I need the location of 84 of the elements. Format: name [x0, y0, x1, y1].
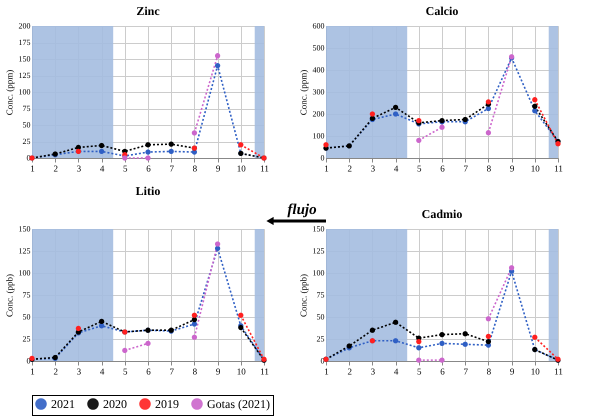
- x-tick-label: 2: [347, 164, 352, 174]
- x-tick-label: 9: [216, 164, 221, 174]
- x-tick-label: 1: [30, 366, 35, 376]
- x-tick-label: 11: [554, 366, 563, 376]
- x-tick-label: 3: [370, 366, 376, 376]
- y-tick-label: 75: [22, 104, 30, 113]
- x-tick-label: 7: [169, 366, 174, 376]
- x-tick-label: 11: [260, 366, 269, 376]
- x-tick-label: 3: [370, 164, 376, 174]
- y-tick-label: 125: [312, 246, 324, 256]
- x-tick-label: 7: [463, 164, 468, 174]
- y-tick-label: 25: [22, 137, 30, 146]
- x-tick-label: 11: [554, 164, 563, 174]
- x-tick-label: 5: [123, 164, 128, 174]
- legend-label: 2020: [103, 397, 127, 411]
- x-tick-label: 4: [100, 366, 105, 376]
- x-tick-label: 10: [236, 366, 246, 376]
- x-tick-label: 5: [417, 164, 422, 174]
- y-tick-label: 100: [312, 132, 324, 140]
- y-tick-label: 125: [18, 246, 30, 256]
- y-tick-label: 0: [320, 154, 324, 162]
- x-tick-label: 4: [394, 164, 399, 174]
- x-tick-label: 3: [76, 366, 82, 376]
- x-tick-label: 7: [463, 366, 468, 376]
- x-tick-label: 4: [394, 366, 399, 376]
- x-tick-label: 5: [123, 366, 128, 376]
- y-tick-label: 150: [18, 224, 30, 234]
- y-axis-title: Conc. (ppb): [4, 274, 14, 317]
- y-tick-label: 100: [18, 268, 30, 278]
- y-axis-title: Conc. (ppm): [298, 70, 308, 116]
- x-tick-label: 10: [530, 366, 540, 376]
- text: flujo: [287, 202, 317, 218]
- y-tick-label: 200: [312, 110, 324, 118]
- x-tick-label: 6: [440, 164, 446, 174]
- y-tick-label: 25: [316, 334, 324, 344]
- y-axis-title: Conc. (ppb): [298, 274, 308, 317]
- x-tick-label: 9: [510, 366, 515, 376]
- x-tick-label: 4: [100, 164, 105, 174]
- y-tick-label: 50: [22, 312, 30, 322]
- x-tick-label: 8: [486, 366, 492, 376]
- y-tick-label: 75: [316, 290, 324, 300]
- y-tick-label: 75: [22, 290, 30, 300]
- y-tick-label: 175: [18, 38, 30, 47]
- x-tick-label: 6: [146, 164, 152, 174]
- x-tick-label: 8: [486, 164, 492, 174]
- y-tick-label: 300: [312, 88, 324, 96]
- x-tick-label: 1: [324, 366, 329, 376]
- chart-title: Calcio: [426, 4, 458, 18]
- chart-title: Zinc: [136, 4, 160, 18]
- y-tick-label: 150: [312, 224, 324, 234]
- x-tick-label: 7: [169, 164, 174, 174]
- y-tick-label: 400: [312, 66, 324, 74]
- legend-label: 2021: [51, 397, 75, 411]
- y-tick-label: 50: [22, 120, 30, 130]
- x-tick-label: 10: [530, 164, 540, 174]
- y-tick-label: 500: [312, 44, 324, 52]
- y-tick-label: 125: [18, 71, 30, 80]
- legend-label: Gotas (2021): [207, 397, 270, 411]
- x-tick-label: 1: [324, 164, 329, 174]
- x-tick-label: 2: [53, 366, 58, 376]
- x-tick-label: 6: [440, 366, 446, 376]
- x-tick-label: 9: [510, 164, 515, 174]
- y-tick-label: 100: [312, 268, 324, 278]
- y-tick-label: 25: [22, 334, 30, 344]
- chart-title: Cadmio: [422, 207, 462, 221]
- x-tick-label: 1: [30, 164, 35, 174]
- x-tick-label: 9: [216, 366, 221, 376]
- y-axis-title: Conc. (ppm): [4, 70, 14, 116]
- y-tick-label: 100: [18, 88, 30, 96]
- legend-label: 2019: [155, 397, 179, 411]
- x-tick-label: 5: [417, 366, 422, 376]
- x-tick-label: 2: [53, 164, 58, 174]
- x-tick-label: 11: [260, 164, 269, 174]
- x-tick-label: 8: [192, 164, 198, 174]
- x-tick-label: 2: [347, 366, 352, 376]
- x-tick-label: 8: [192, 366, 198, 376]
- y-tick-label: 150: [18, 54, 30, 64]
- y-tick-label: 600: [312, 22, 324, 30]
- x-tick-label: 3: [76, 164, 82, 174]
- x-tick-label: 10: [236, 164, 246, 174]
- chart-title: Litio: [136, 184, 160, 198]
- x-tick-label: 6: [146, 366, 152, 376]
- y-tick-label: 200: [18, 22, 30, 30]
- y-tick-label: 50: [316, 312, 324, 322]
